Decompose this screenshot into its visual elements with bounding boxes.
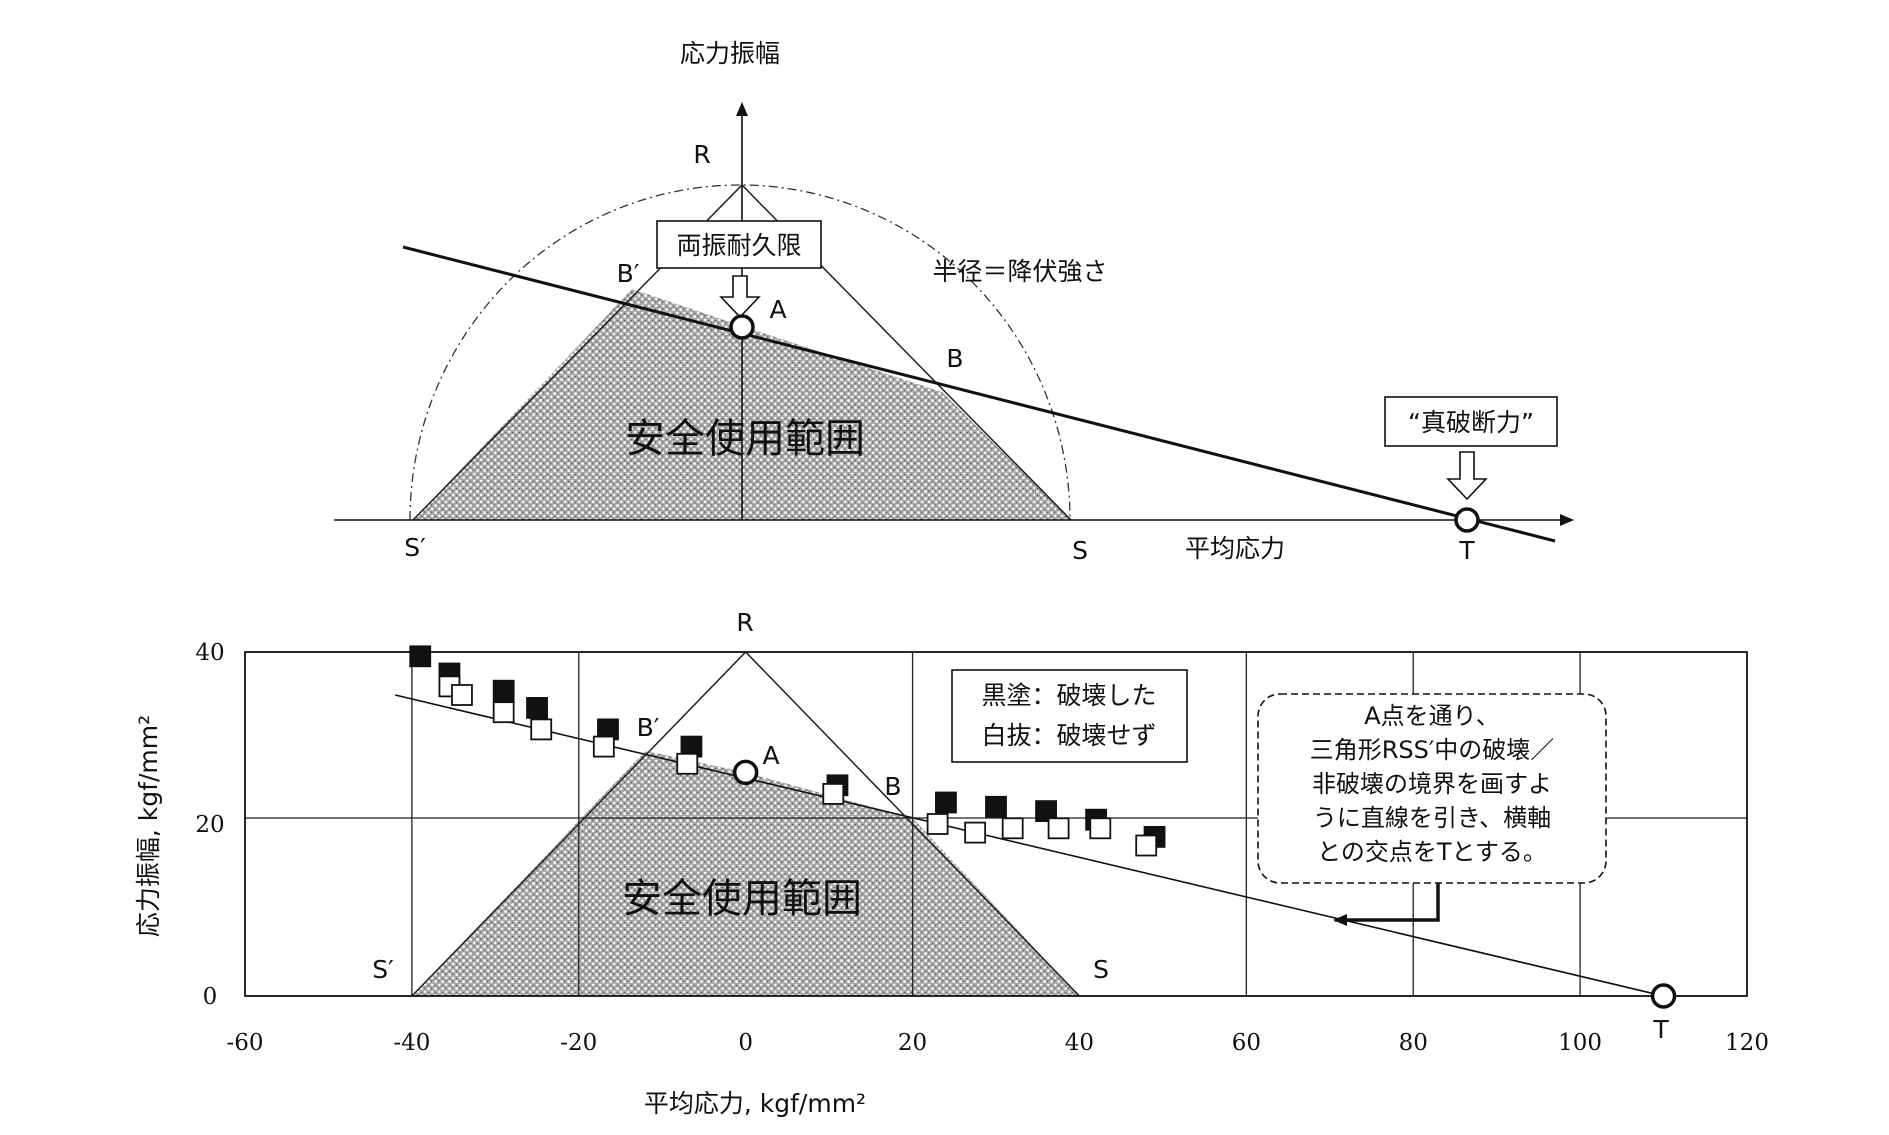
safe-region: [411, 750, 1080, 996]
true-fracture-arrow: [1446, 451, 1488, 501]
x-tick-label: -60: [226, 1030, 263, 1056]
concept-label-a: A: [769, 295, 786, 324]
marker-failed: [526, 697, 548, 719]
marker-not-failed: [1001, 817, 1024, 840]
fatigue-limit-label: 両振耐久限: [676, 231, 801, 260]
concept-x-axis-label: 平均応力: [1185, 534, 1285, 563]
axis-ticks: -60 -40 -20 0 20 40 60 80 100 120 40 20 0: [195, 640, 1769, 1056]
marker-not-failed: [822, 783, 845, 805]
chart-label-a: A: [762, 741, 779, 770]
marker-not-failed: [926, 813, 949, 835]
x-tick-label: 40: [1065, 1030, 1094, 1056]
concept-label-b-prime: B′: [617, 259, 640, 288]
x-tick-label: 100: [1558, 1030, 1602, 1056]
marker-failed: [492, 679, 515, 702]
x-tick-label: 60: [1232, 1030, 1261, 1056]
concept-point-a: [729, 314, 755, 340]
note-line-1: A点を通り、: [1364, 702, 1499, 730]
concept-safe-zone-label: 安全使用範囲: [625, 416, 865, 462]
chart-label-t: T: [1652, 1015, 1669, 1044]
y-tick-label: 20: [195, 812, 224, 838]
note-pointer-arrow: [1333, 883, 1440, 926]
x-tick-label: -20: [560, 1030, 597, 1056]
legend-entry-not-failed: 白抜：破壊せず: [981, 721, 1156, 750]
note-line-4: うに直線を引き、横軸: [1313, 804, 1551, 832]
marker-not-failed: [964, 821, 987, 844]
chart-y-axis-label: 応力振幅, kgf/mm²: [134, 715, 163, 937]
x-tick-label: 120: [1725, 1030, 1769, 1056]
note-line-5: との交点をTとする。: [1317, 838, 1547, 866]
concept-y-axis-label: 応力振幅: [680, 39, 780, 68]
marker-not-failed: [592, 735, 615, 758]
concept-label-s: S: [1072, 536, 1088, 565]
y-tick-label: 0: [203, 984, 218, 1010]
concept-radius-label: 半径＝降伏強さ: [932, 257, 1107, 286]
fatigue-limit-arrow: [719, 275, 761, 319]
x-tick-label: 20: [898, 1030, 927, 1056]
marker-not-failed: [451, 684, 473, 706]
marker-not-failed: [676, 752, 699, 775]
concept-label-r: R: [693, 140, 710, 169]
x-tick-label: 0: [738, 1030, 753, 1056]
legend-box: [951, 669, 1188, 763]
true-fracture-label: “真破断力”: [1408, 408, 1534, 437]
concept-label-s-prime: S′: [404, 533, 426, 562]
note-callout-box: [1257, 693, 1607, 884]
marker-failed: [1035, 800, 1057, 822]
marker-failed: [935, 791, 957, 814]
note-line-2: 三角形RSS′中の破壊／: [1310, 736, 1555, 764]
concept-label-t: T: [1458, 536, 1475, 565]
chart-safe-zone-label: 安全使用範囲: [622, 876, 862, 922]
point-a: [732, 759, 759, 786]
marker-not-failed: [492, 701, 515, 724]
marker-not-failed: [1047, 817, 1070, 840]
chart-x-axis-label: 平均応力, kgf/mm²: [644, 1089, 866, 1118]
x-tick-label: -40: [393, 1030, 430, 1056]
x-tick-label: 80: [1399, 1030, 1428, 1056]
chart-label-s-prime: S′: [372, 955, 394, 984]
chart-label-s: S: [1093, 955, 1109, 984]
chart-label-b: B: [884, 772, 901, 801]
concept-label-b: B: [946, 344, 963, 373]
legend-entry-failed: 黒塗：破壊した: [981, 681, 1156, 710]
plot-frame: [244, 651, 1748, 997]
data-chart: -60 -40 -20 0 20 40 60 80 100 120 40 20 0 平均応力, kgf/…: [134, 608, 1769, 1118]
concept-yield-semicircle: [409, 184, 1071, 521]
marker-not-failed: [1135, 834, 1158, 857]
marker-failed: [985, 795, 1007, 818]
marker-not-failed: [530, 718, 553, 741]
concept-point-t: [1454, 507, 1480, 533]
chart-label-b-prime: B′: [637, 713, 660, 742]
fatigue-limit-box: [656, 220, 822, 269]
point-t: [1650, 983, 1677, 1009]
true-fracture-box: [1384, 396, 1558, 447]
y-tick-label: 40: [195, 640, 224, 666]
chart-label-r: R: [736, 608, 753, 637]
marker-not-failed: [1089, 817, 1112, 840]
concept-trend-line: [402, 245, 1556, 543]
note-line-3: 非破壊の境界を画すよ: [1312, 770, 1552, 798]
concept-diagram: 応力振幅 平均応力 R B′ A B S′ S T 半径＝降伏強さ 安全使用範囲…: [334, 39, 1574, 565]
plot-area: [244, 645, 1748, 1009]
marker-failed: [409, 645, 432, 668]
